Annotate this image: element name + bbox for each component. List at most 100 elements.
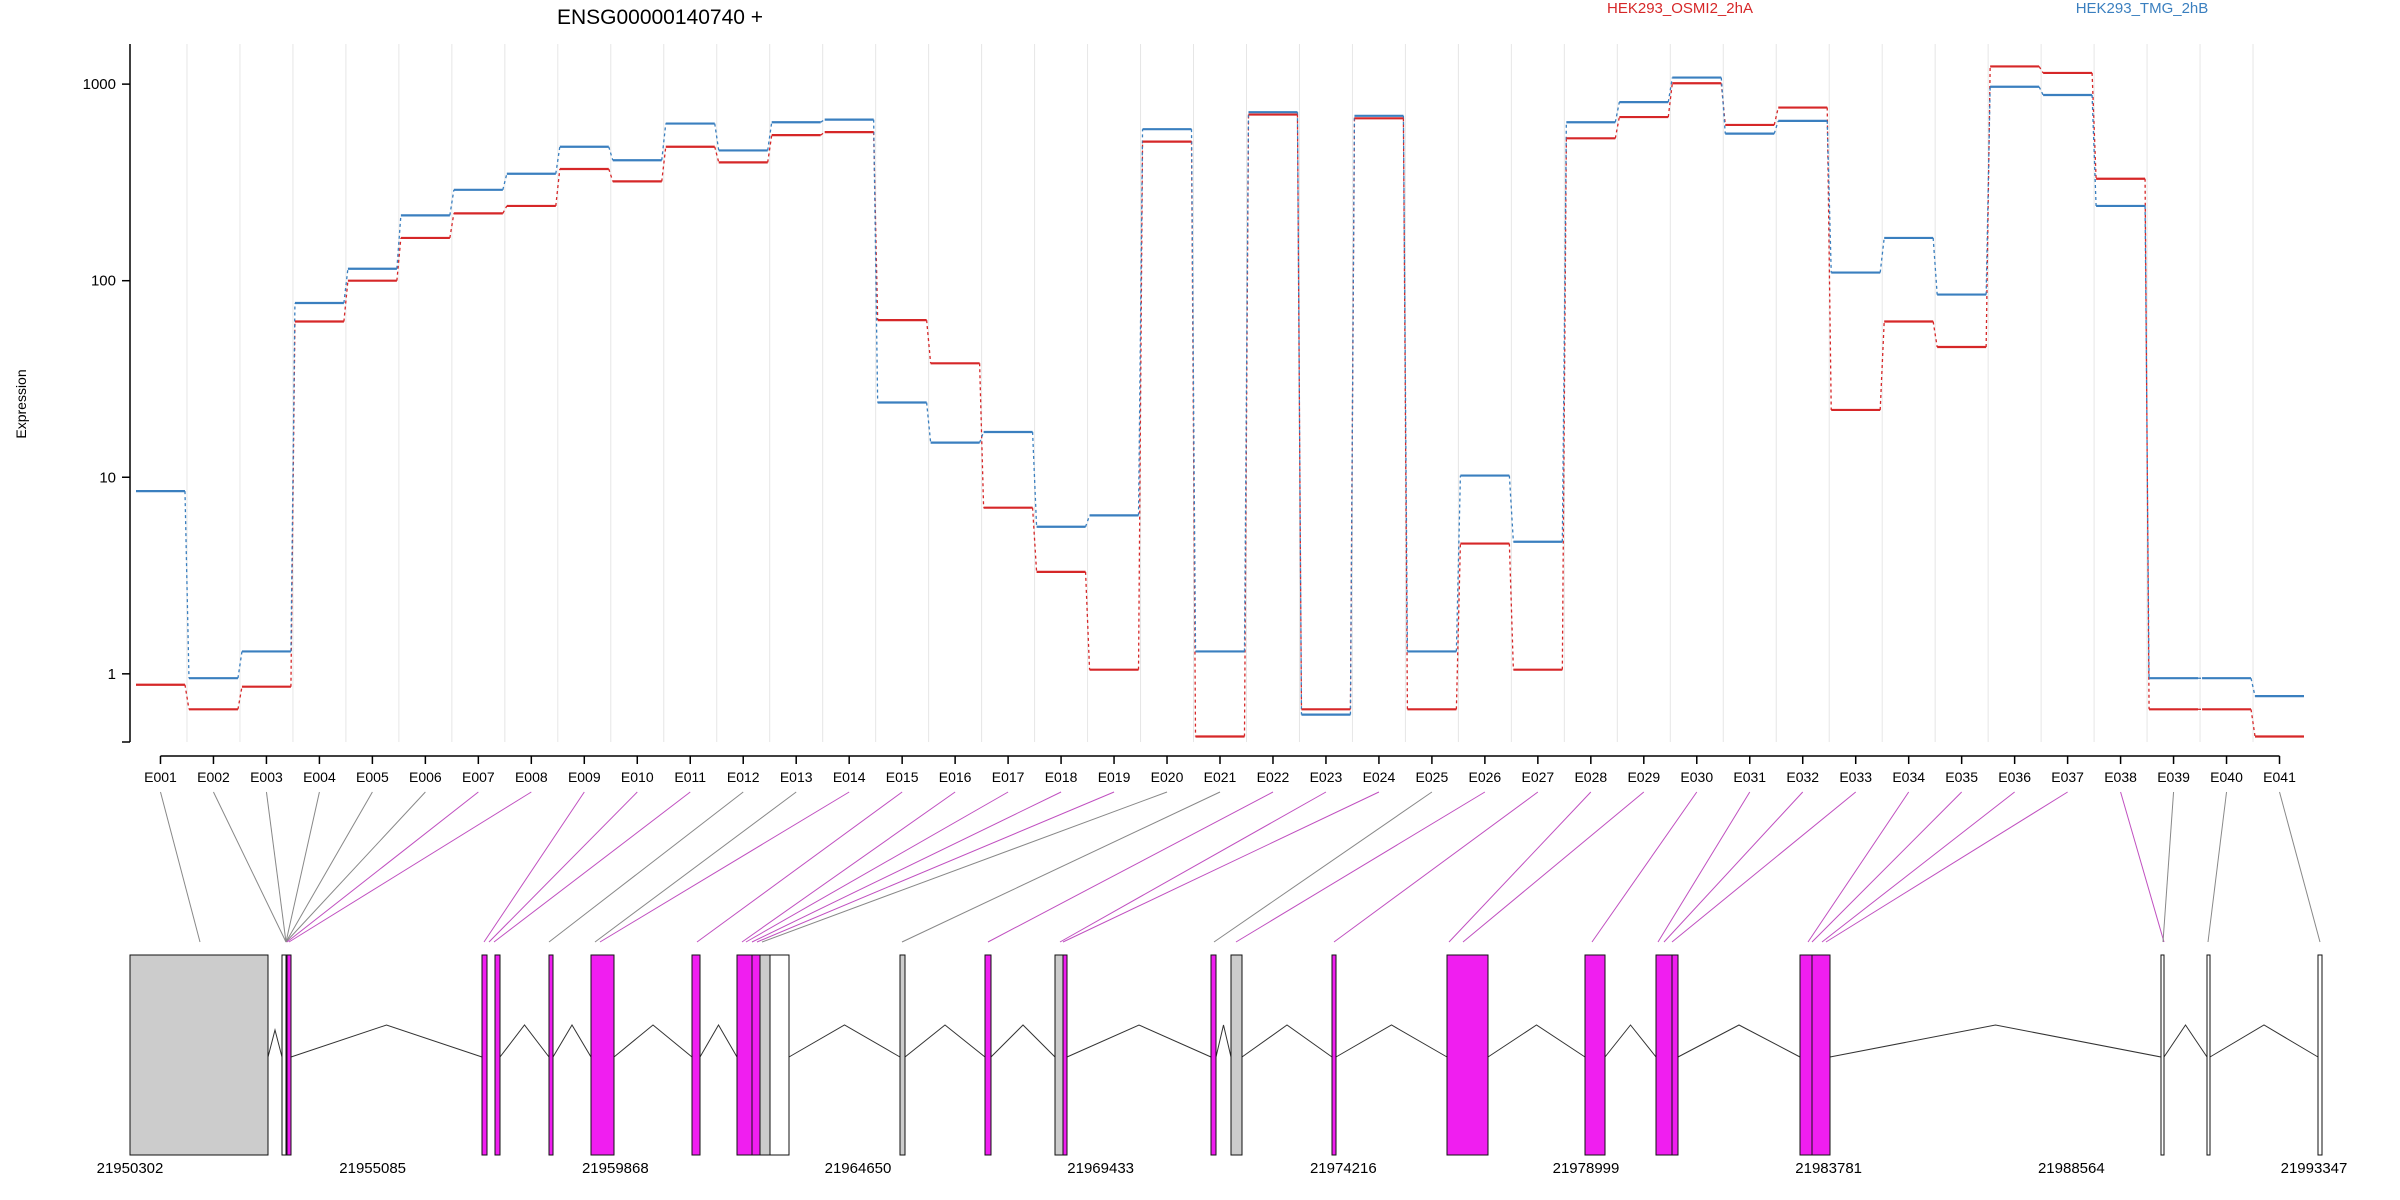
genomic-coordinate-label: 21959868 <box>582 1160 649 1177</box>
exon-box <box>759 954 771 1156</box>
y-axis-ticks: 1 10 100 1000 <box>83 76 130 743</box>
exon-link <box>213 791 287 943</box>
exon-link <box>594 791 797 943</box>
x-tick-label: E031 <box>1733 769 1766 785</box>
intron-line <box>1677 1024 1801 1058</box>
exon-link <box>987 791 1274 943</box>
series-0-connector <box>502 205 508 214</box>
exon-box <box>1230 954 1243 1156</box>
series-1-connector <box>1773 120 1779 134</box>
series-1-connector <box>1826 120 1832 273</box>
exon-link <box>751 791 1062 943</box>
series-1-connector <box>1349 115 1356 715</box>
genomic-coordinates: 21950302 21955085 21959868 21964650 21969433… <box>97 1160 2348 1177</box>
exon-box <box>736 954 753 1156</box>
exon-link <box>761 791 1168 943</box>
y-tick-label: 1 <box>108 666 116 683</box>
exon-link <box>285 791 320 943</box>
x-tick-label: E004 <box>303 769 336 785</box>
x-tick-label: E029 <box>1627 769 1660 785</box>
intron-line <box>1487 1024 1586 1058</box>
series-1-connector <box>767 122 773 151</box>
exon-link <box>288 791 532 943</box>
series-0-connector <box>1773 107 1779 126</box>
series-1-connector <box>2038 86 2044 96</box>
exon-link <box>1333 791 1539 943</box>
series-1-connector <box>502 173 508 190</box>
series-1-connector <box>396 215 402 269</box>
exon-box <box>548 954 554 1156</box>
exon-link <box>286 791 479 943</box>
series-0-connector <box>608 168 614 182</box>
genomic-coordinate-label: 21978999 <box>1553 1160 1620 1177</box>
series-1-connector <box>1402 115 1409 652</box>
x-tick-label: E012 <box>727 769 760 785</box>
series-1-connector <box>820 119 826 123</box>
series-1-connector <box>608 146 614 161</box>
legend-osmi2: HEK293_OSMI2_2hA <box>1607 0 1753 17</box>
exon-link <box>1235 791 1486 943</box>
intron-line <box>1215 1024 1232 1058</box>
y-tick-label: 100 <box>91 273 116 290</box>
x-tick-label: E035 <box>1945 769 1978 785</box>
series-0-connector <box>2250 709 2256 737</box>
series-0-connector <box>343 280 349 322</box>
exon-link <box>1213 791 1433 943</box>
series-1-connector <box>1137 129 1144 516</box>
exon-link <box>1663 791 1804 943</box>
exon-box <box>1331 954 1337 1156</box>
exon-box <box>590 954 615 1156</box>
x-tick-label: E021 <box>1204 769 1237 785</box>
exon-box <box>281 954 287 1156</box>
legend-tmg: HEK293_TMG_2hB <box>2076 0 2209 17</box>
x-tick-label: E040 <box>2210 769 2243 785</box>
exon-link <box>1462 791 1645 943</box>
x-tick-label: E001 <box>144 769 177 785</box>
x-tick-label: E032 <box>1786 769 1819 785</box>
series-1-connector <box>290 302 296 652</box>
series-0-connector <box>449 213 455 239</box>
exon-box <box>2160 954 2165 1156</box>
intron-line <box>990 1024 1056 1058</box>
series-0-connector <box>2144 178 2150 710</box>
series-0-connector <box>1084 571 1091 670</box>
exon-link <box>1821 791 2015 943</box>
series-0-connector <box>925 320 932 364</box>
genomic-coordinate-label: 21950302 <box>97 1160 164 1177</box>
genomic-coordinate-label: 21969433 <box>1067 1160 1134 1177</box>
exon-link <box>756 791 1115 943</box>
x-tick-label: E019 <box>1098 769 1131 785</box>
exon-box <box>1446 954 1489 1156</box>
exon-box <box>1811 954 1831 1156</box>
series-1-connector <box>1296 112 1303 715</box>
exon-box <box>494 954 501 1156</box>
series-1-connector <box>661 123 667 161</box>
exon-box <box>1054 954 1064 1156</box>
exon-link <box>1591 791 1698 943</box>
exon-link <box>160 791 201 943</box>
x-tick-label: E027 <box>1522 769 1555 785</box>
x-tick-label: E030 <box>1680 769 1713 785</box>
x-tick-label: E005 <box>356 769 389 785</box>
exon-link <box>1811 791 1963 943</box>
exon-link <box>2120 791 2165 943</box>
exon-link <box>1448 791 1592 943</box>
intron-line <box>1829 1024 2162 1058</box>
series-0-connector <box>1031 507 1038 572</box>
exon-box <box>481 954 488 1156</box>
intron-line <box>699 1024 738 1058</box>
intron-line <box>499 1024 550 1058</box>
series-1-connector <box>555 146 561 174</box>
exon-box <box>2206 954 2211 1156</box>
series-0-connector <box>237 686 243 710</box>
x-tick-label: E038 <box>2104 769 2137 785</box>
exon-link <box>1062 791 1380 943</box>
series-1-connector <box>873 119 879 403</box>
x-axis-labels: E001 E002 E003 E004 E005 E006 E007 E008 E009 E010… <box>144 755 2296 785</box>
genomic-coordinate-label: 21964650 <box>825 1160 892 1177</box>
series-0-connector <box>767 135 773 163</box>
exon-box <box>899 954 906 1156</box>
x-tick-label: E020 <box>1151 769 1184 785</box>
exon-link <box>741 791 956 943</box>
